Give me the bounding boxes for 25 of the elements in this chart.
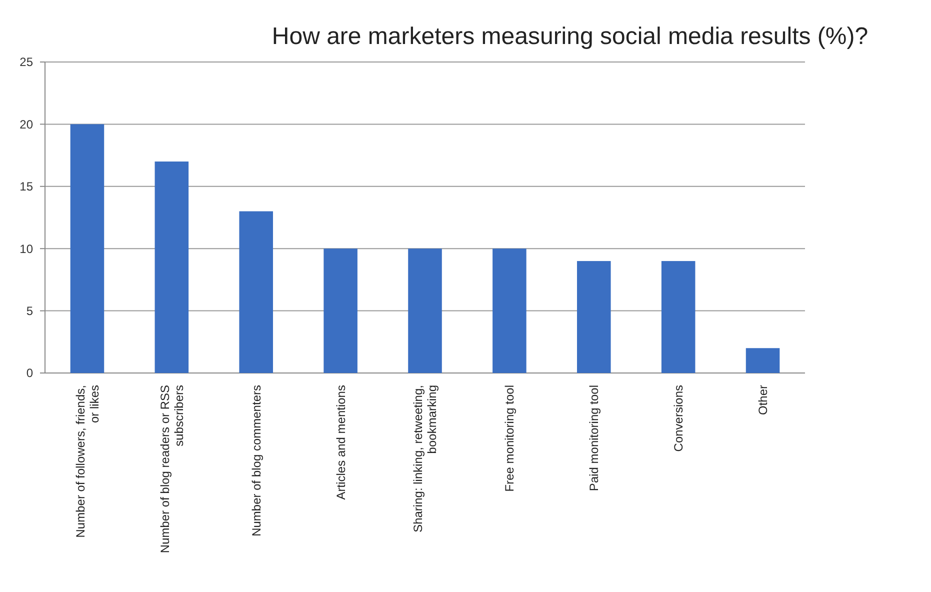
x-tick-label: Free monitoring tool xyxy=(502,385,517,492)
x-tick-label: Paid monitoring tool xyxy=(587,385,602,492)
bar xyxy=(324,248,358,373)
y-tick-label: 0 xyxy=(26,366,34,380)
chart-title: How are marketers measuring social media results (%)? xyxy=(272,23,868,50)
bar xyxy=(239,211,273,373)
x-tick-label: Other xyxy=(756,385,770,416)
bar xyxy=(70,124,104,373)
bar xyxy=(746,348,780,373)
bar xyxy=(577,261,611,373)
y-tick-label: 20 xyxy=(20,117,34,132)
bar xyxy=(408,248,442,373)
x-tick-label: Sharing: linking, retweeting, bookmarking xyxy=(411,385,440,532)
y-tick-label: 10 xyxy=(20,242,34,256)
x-tick-label: Number of followers, friends, or likes xyxy=(73,385,102,538)
x-tick-label: Number of blog readers or RSS subscribers xyxy=(158,385,186,554)
bar xyxy=(661,261,696,373)
bar xyxy=(154,162,189,373)
y-tick-label: 5 xyxy=(26,304,34,318)
y-tick-label: 15 xyxy=(20,180,34,194)
x-tick-label: Conversions xyxy=(672,385,686,452)
x-tick-label: Articles and mentions xyxy=(334,385,348,500)
x-tick-label: Number of blog commenters xyxy=(249,385,264,536)
bar xyxy=(492,248,526,373)
y-tick-label: 25 xyxy=(20,55,34,70)
